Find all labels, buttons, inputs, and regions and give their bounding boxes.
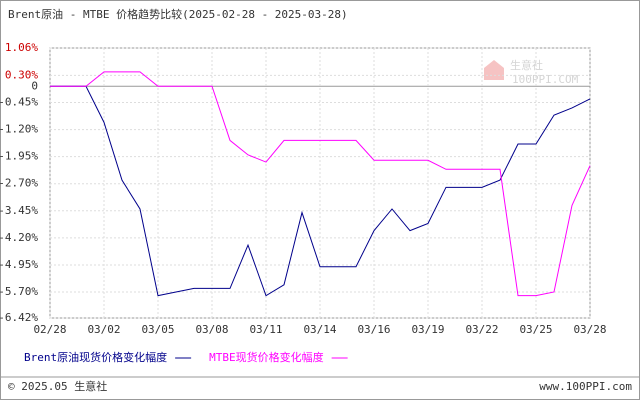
y-tick-label: -0.45%: [0, 96, 38, 109]
y-tick-label: -1.95%: [0, 150, 38, 163]
x-tick-label: 03/28: [573, 323, 606, 336]
x-tick-label: 03/16: [357, 323, 390, 336]
y-tick-label: -5.70%: [0, 285, 38, 298]
y-tick-label: -3.45%: [0, 204, 38, 217]
x-tick-label: 03/22: [465, 323, 498, 336]
y-tick-label: -1.20%: [0, 123, 38, 136]
watermark: 生意社 100PPI.COM: [484, 58, 579, 86]
series-line: [50, 85, 591, 297]
legend-label: Brent原油现货价格变化幅度: [24, 350, 167, 364]
x-tick-label: 03/11: [249, 323, 282, 336]
x-tick-label: 03/08: [195, 323, 228, 336]
footer-right: www.100PPI.com: [539, 380, 632, 393]
series-line: [50, 71, 591, 297]
x-tick-label: 03/25: [519, 323, 552, 336]
y-tick-label: -6.42%: [0, 311, 38, 324]
x-tick-label: 03/14: [303, 323, 336, 336]
y-tick-label: -2.70%: [0, 177, 38, 190]
legend-label: MTBE现货价格变化幅度: [209, 350, 324, 364]
y-tick-label: -4.20%: [0, 231, 38, 244]
watermark-url: 100PPI.COM: [512, 73, 579, 86]
y-tick-label: 0.30%: [5, 68, 38, 81]
watermark-name: 生意社: [510, 58, 543, 72]
x-tick-label: 03/05: [141, 323, 174, 336]
y-tick-label: 0: [31, 79, 38, 92]
y-tick-label: -4.95%: [0, 258, 38, 271]
x-tick-label: 02/28: [33, 323, 66, 336]
footer-left: © 2025.05 生意社: [8, 379, 107, 393]
chart-title: Brent原油 - MTBE 价格趋势比较(2025-02-28 - 2025-…: [8, 7, 348, 21]
x-tick-label: 03/19: [411, 323, 444, 336]
x-tick-label: 03/02: [87, 323, 120, 336]
y-tick-label: 1.06%: [5, 41, 38, 54]
